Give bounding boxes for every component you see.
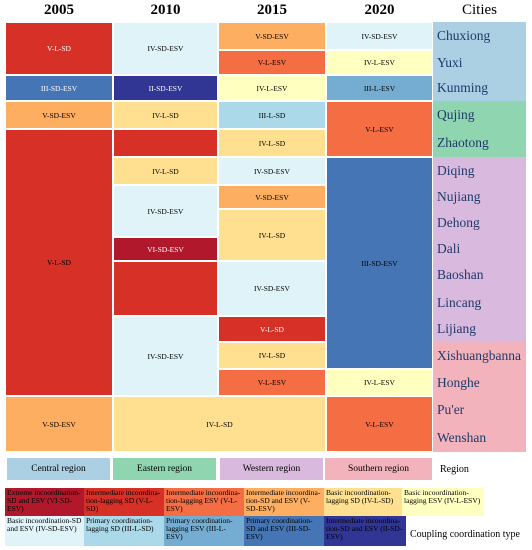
region-western: Western region (220, 458, 323, 480)
cell-2010-puer-wenshan: IV-L-SD (113, 396, 326, 452)
city-dehong: Dehong (433, 209, 526, 237)
header-2015: 2015 (257, 1, 287, 18)
cell-2005-chuxiong-yuxi: V-L-SD (5, 22, 113, 75)
region-southern: Southern region (325, 458, 432, 480)
legend-iv-l-esv: Basic incoordination-lagging ESV (IV-L-E… (402, 488, 484, 516)
cell-2010-chuxiong-yuxi: IV-SD-ESV (113, 22, 218, 75)
cell-2010-dali: VI-SD-ESV (113, 237, 218, 261)
city-dali: Dali (433, 237, 526, 261)
region-eastern: Eastern region (113, 458, 216, 480)
city-kunming: Kunming (433, 75, 526, 101)
cell-2005-kunming: III-SD-ESV (5, 75, 113, 101)
city-honghe: Honghe (433, 369, 526, 396)
cell-2015-baoshan-lincang: IV-SD-ESV (218, 261, 326, 316)
city-lijiang: Lijiang (433, 316, 526, 342)
cell-2015-dehong-dali: IV-L-SD (218, 209, 326, 261)
legend-v-l-sd: Intermediate incoordina-tion-lagging SD … (84, 488, 164, 516)
city-chuxiong: Chuxiong (433, 22, 526, 50)
city-baoshan: Baoshan (433, 261, 526, 289)
cell-2010-qujing: IV-L-SD (113, 101, 218, 129)
cell-2015-yuxi: V-L-ESV (218, 50, 326, 75)
legend-title: Coupling coordination type (410, 528, 520, 540)
cell-2015-qujing: III-L-SD (218, 101, 326, 129)
cell-2015-honghe: V-L-ESV (218, 369, 326, 396)
legend-iii-l-esv: Primary coordination-lagging ESV (III-L-… (164, 516, 244, 546)
city-yuxi: Yuxi (433, 50, 526, 75)
cell-2020-yuxi: IV-L-ESV (326, 50, 433, 75)
city-wenshan: Wenshan (433, 424, 526, 452)
cell-2010-zhaotong (113, 129, 218, 157)
cell-2010-nujiang-dehong: IV-SD-ESV (113, 185, 218, 237)
cell-2010-baoshan-lincang (113, 261, 218, 316)
city-zhaotong: Zhaotong (433, 129, 526, 157)
header-2005: 2005 (44, 1, 74, 18)
cell-2005-zhaotong-to-honghe: V-L-SD (5, 129, 113, 396)
legend-iii-l-sd: Primary coordination-lagging SD (III-L-S… (84, 516, 164, 546)
header-cities: Cities (461, 1, 497, 18)
header-2010: 2010 (150, 1, 181, 18)
cell-2015-diqing: IV-SD-ESV (218, 157, 326, 185)
cell-2005-puer-wenshan: V-SD-ESV (5, 396, 113, 452)
cell-2020-honghe: IV-L-ESV (326, 369, 433, 396)
cell-2015-chuxiong: V-SD-ESV (218, 22, 326, 50)
cell-2015-nujiang: V-SD-ESV (218, 185, 326, 209)
cell-2020-qujing-zhaotong: V-L-ESV (326, 101, 433, 157)
cell-2020-kunming: III-L-ESV (326, 75, 433, 101)
legend-vi-sd-esv: Extreme incoordination-SD and ESV (VI-SD… (5, 488, 84, 516)
legend-ii-sd-esv: Intermediate incoordina-tion-SD and ESV … (324, 516, 406, 546)
city-xishuangbanna: Xishuangbanna (433, 342, 526, 369)
cell-2005-qujing: V-SD-ESV (5, 101, 113, 129)
region-central: Central region (7, 458, 110, 480)
cell-2015-lijiang: V-L-SD (218, 316, 326, 342)
city-diqing: Diqing (433, 157, 526, 185)
region-legend-title: Region (440, 463, 469, 475)
legend-v-l-esv: Intermediate incoordina-tion-lagging ESV… (164, 488, 244, 516)
cell-2010-lijiang-to-honghe: IV-SD-ESV (113, 316, 218, 396)
legend-iv-l-sd: Basic incoordination-lagging SD (IV-L-SD… (324, 488, 402, 516)
legend-iv-sd-esv: Basic incoordination-SD and ESV (IV-SD-E… (5, 516, 84, 546)
cell-2015-zhaotong: IV-L-SD (218, 129, 326, 157)
city-lincang: Lincang (433, 289, 526, 316)
cell-2015-kunming: IV-L-ESV (218, 75, 326, 101)
legend-iii-sd-esv: Primary coordination-SD and ESV (III-SD-… (244, 516, 324, 546)
cell-2020-chuxiong: IV-SD-ESV (326, 22, 433, 50)
city-puer: Pu'er (433, 396, 526, 424)
cell-2020-diqing-to-xishuangbanna: III-SD-ESV (326, 157, 433, 369)
cell-2015-xishuangbanna: IV-L-SD (218, 342, 326, 369)
cell-2010-kunming: II-SD-ESV (113, 75, 218, 101)
cell-2010-diqing: IV-L-SD (113, 157, 218, 185)
header-2020: 2020 (364, 1, 395, 18)
city-nujiang: Nujiang (433, 185, 526, 209)
legend-v-sd-esv: Intermediate incoordina-tion-SD and ESV … (244, 488, 324, 516)
city-qujing: Qujing (433, 101, 526, 129)
cell-2020-puer-wenshan: V-L-ESV (326, 396, 433, 452)
